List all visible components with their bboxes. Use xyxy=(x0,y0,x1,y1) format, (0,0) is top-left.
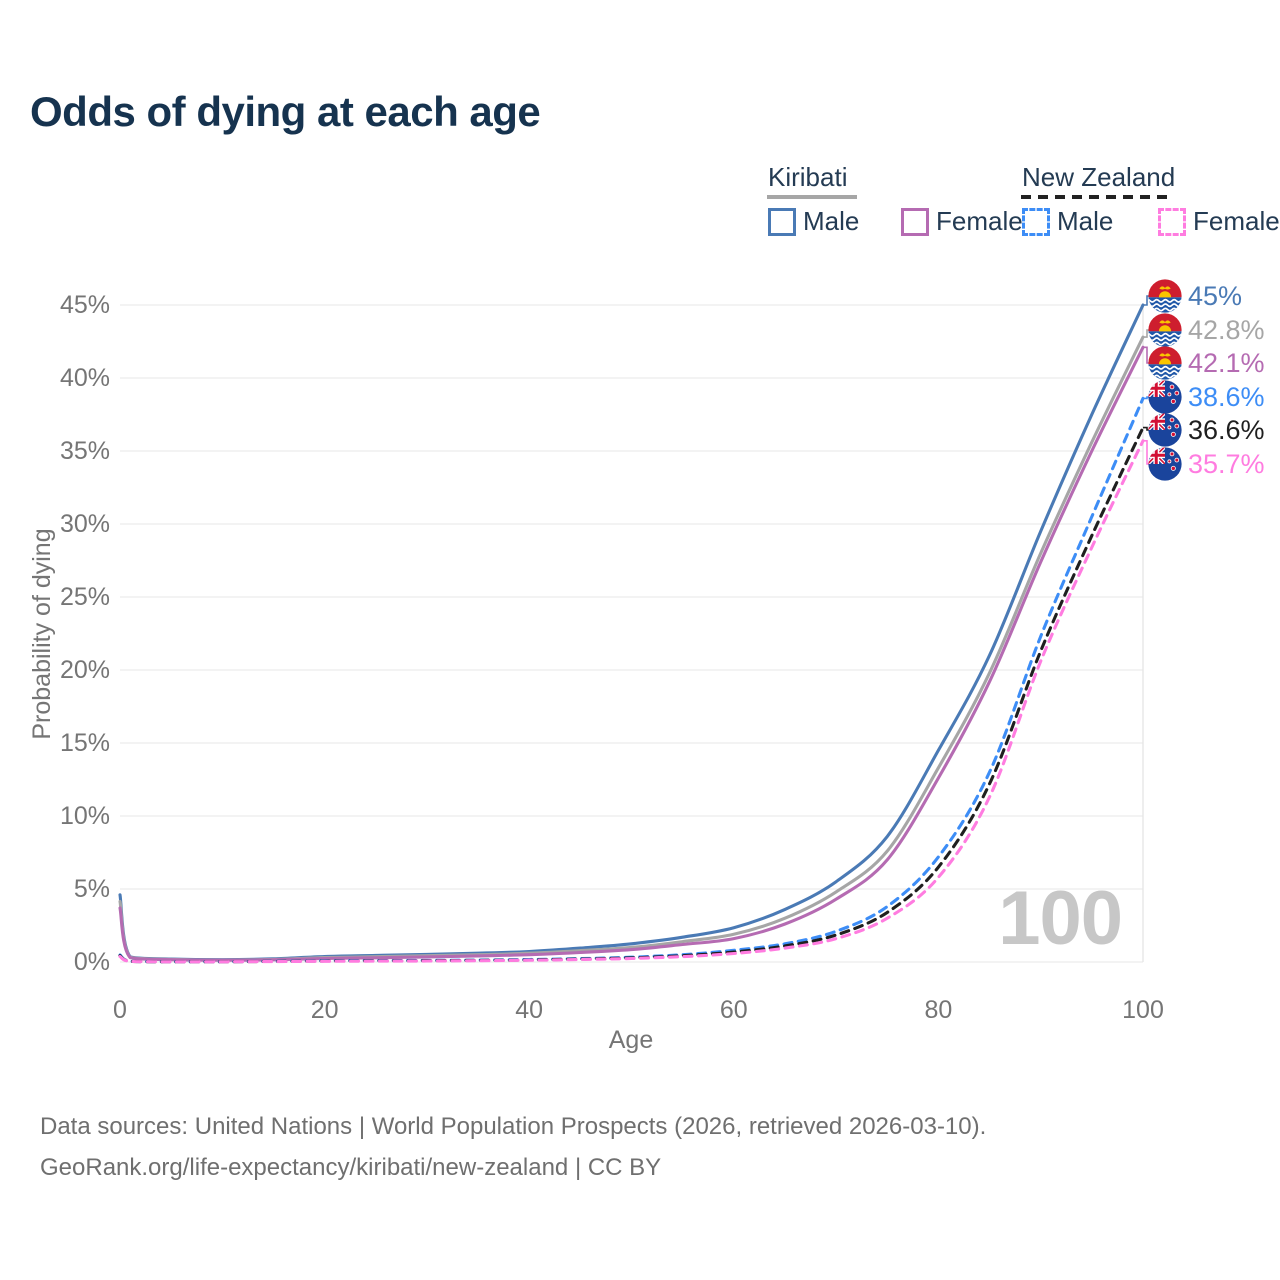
series-line-kiribati-male[interactable] xyxy=(118,303,1145,962)
series-end-value-label: 42.8% xyxy=(1188,315,1265,345)
legend-new-zealand-underline xyxy=(1021,195,1171,199)
x-tick-label: 80 xyxy=(924,996,952,1024)
series-end-value-label: 42.1% xyxy=(1188,348,1265,378)
new-zealand-flag-icon xyxy=(1148,447,1183,482)
new-zealand-flag-icon xyxy=(1148,380,1183,415)
series-end-value-label: 36.6% xyxy=(1188,415,1265,445)
y-tick-label: 45% xyxy=(60,291,110,319)
chart-legend: Kiribati New Zealand Male Female Male Fe… xyxy=(0,0,1280,250)
y-tick-label: 35% xyxy=(60,437,110,465)
y-tick-label: 40% xyxy=(60,364,110,392)
legend-item-new-zealand-male[interactable]: Male xyxy=(1022,206,1113,237)
x-tick-label: 40 xyxy=(515,996,543,1024)
x-tick-label: 20 xyxy=(311,996,339,1024)
y-tick-label: 5% xyxy=(74,875,110,903)
series-end-value-label: 38.6% xyxy=(1188,382,1265,412)
page-title: Odds of dying at each age xyxy=(30,88,541,135)
legend-item-label: Male xyxy=(1057,206,1114,236)
legend-group-kiribati-label: Kiribati xyxy=(768,162,848,192)
legend-kiribati-underline xyxy=(767,195,857,199)
footer-source-line: Data sources: United Nations | World Pop… xyxy=(40,1113,987,1140)
legend-item-kiribati-male[interactable]: Male xyxy=(768,206,859,237)
x-axis-title: Age xyxy=(608,1026,654,1054)
series-line-kiribati-both-sexes[interactable] xyxy=(118,335,1145,962)
kiribati-flag-icon xyxy=(1146,346,1185,381)
y-tick-label: 10% xyxy=(60,802,110,830)
series-line-new-zealand-female[interactable] xyxy=(118,439,1145,964)
x-tick-label: 100 xyxy=(1122,996,1164,1024)
gridlines xyxy=(120,304,1144,963)
new-zealand-male-swatch-icon xyxy=(1022,207,1050,236)
y-tick-label: 15% xyxy=(60,729,110,757)
kiribati-female-swatch-icon xyxy=(901,207,929,236)
kiribati-flag-icon xyxy=(1146,279,1185,314)
footer-url-line: GeoRank.org/life-expectancy/kiribati/new… xyxy=(40,1154,662,1181)
legend-item-label: Male xyxy=(803,206,860,236)
kiribati-male-swatch-icon xyxy=(768,207,796,236)
y-tick-label: 20% xyxy=(60,656,110,684)
legend-item-label: Female xyxy=(1193,206,1280,236)
x-tick-label: 0 xyxy=(113,996,127,1024)
legend-group-new-zealand-label: New Zealand xyxy=(1022,162,1176,192)
series-line-new-zealand-both-sexes[interactable] xyxy=(118,426,1145,964)
kiribati-flag-icon xyxy=(1146,313,1185,348)
x-tick-label: 60 xyxy=(720,996,748,1024)
footer: Data sources: United Nations | World Pop… xyxy=(40,1106,986,1188)
y-tick-label: 25% xyxy=(60,583,110,611)
y-tick-label: 0% xyxy=(74,948,110,976)
legend-item-label: Female xyxy=(936,206,1023,236)
new-zealand-female-swatch-icon xyxy=(1158,207,1186,236)
series-end-value-label: 45% xyxy=(1188,281,1242,311)
new-zealand-flag-icon xyxy=(1148,413,1183,448)
series-end-value-label: 35.7% xyxy=(1188,449,1265,479)
legend-item-kiribati-female[interactable]: Female xyxy=(901,206,1023,237)
y-tick-label: 30% xyxy=(60,510,110,538)
legend-item-new-zealand-female[interactable]: Female xyxy=(1158,206,1280,237)
y-axis-title: Probability of dying xyxy=(28,528,56,740)
hover-age-watermark: 100 xyxy=(998,876,1122,961)
